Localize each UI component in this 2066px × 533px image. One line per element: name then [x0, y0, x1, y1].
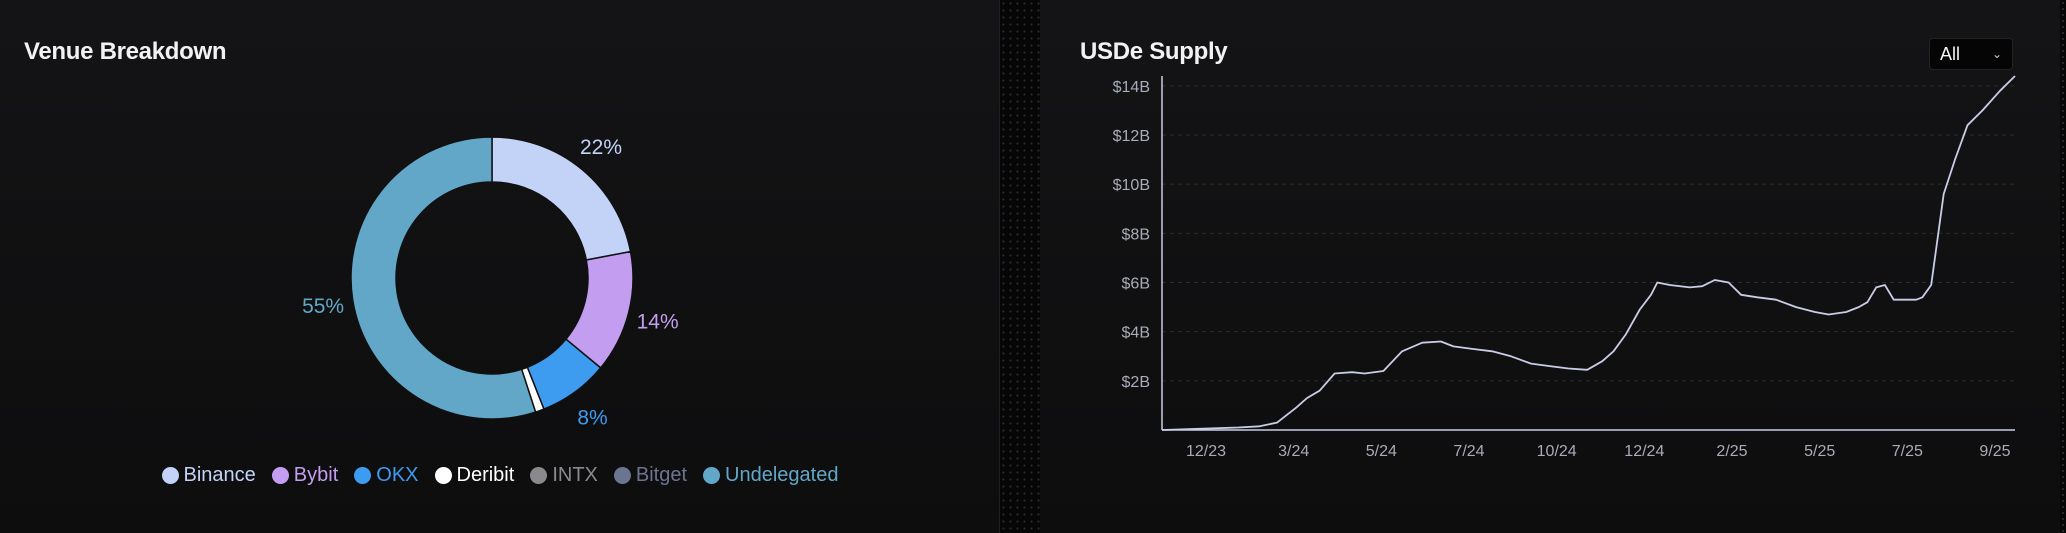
x-tick-label: 5/25 — [1804, 443, 1835, 460]
divider-edge-left — [999, 0, 1000, 533]
donut-slice-undelegated — [350, 136, 537, 420]
legend-item-undelegated[interactable]: Undelegated — [703, 464, 838, 487]
range-select[interactable]: All ⌄ — [1929, 38, 2013, 70]
y-tick-label: $8B — [1122, 226, 1150, 243]
y-tick-label: $6B — [1122, 276, 1150, 293]
x-tick-label: 5/24 — [1366, 443, 1397, 460]
y-tick-label: $10B — [1113, 177, 1150, 194]
legend-item-intx[interactable]: INTX — [530, 464, 598, 487]
legend-label: Deribit — [456, 464, 515, 486]
legend-label: Undelegated — [725, 464, 839, 486]
legend-label: INTX — [552, 464, 598, 486]
donut-label-undelegated: 55% — [302, 295, 344, 318]
legend-dot-icon — [613, 467, 631, 484]
legend-label: Binance — [183, 464, 256, 486]
chevron-down-icon: ⌄ — [1991, 47, 2002, 61]
legend-item-bybit[interactable]: Bybit — [271, 464, 339, 487]
x-tick-label: 10/24 — [1537, 443, 1577, 460]
y-tick-label: $2B — [1122, 374, 1150, 391]
donut-label-bybit: 14% — [637, 311, 679, 334]
right-edge-strip — [2060, 0, 2066, 533]
legend-item-bitget[interactable]: Bitget — [613, 464, 688, 487]
legend-item-okx[interactable]: OKX — [354, 464, 419, 487]
y-tick-label: $14B — [1113, 79, 1150, 96]
venue-legend: Binance Bybit OKX Deribit INTX Bitget Undelega… — [0, 464, 1000, 487]
usde-supply-chart: $2B $4B $6B $8B $10B $12B $14B 12/23 3/24 5/24 7/2… — [1113, 75, 2016, 460]
x-tick-label: 7/24 — [1453, 443, 1484, 460]
legend-label: OKX — [376, 464, 419, 486]
legend-dot-icon — [161, 467, 179, 484]
usde-supply-line — [1161, 75, 2016, 431]
legend-item-binance[interactable]: Binance — [161, 464, 256, 487]
legend-label: Bitget — [635, 464, 688, 486]
venue-breakdown-title: Venue Breakdown — [24, 38, 227, 65]
y-tick-label: $4B — [1122, 325, 1150, 342]
usde-supply-title: USDe Supply — [1080, 38, 1228, 65]
x-tick-label: 2/25 — [1716, 443, 1747, 460]
panel-divider — [1000, 0, 1040, 533]
venue-donut-chart: 22% 14% 8% 55% — [302, 136, 679, 429]
legend-dot-icon — [354, 467, 372, 484]
x-tick-label: 12/23 — [1186, 443, 1226, 460]
legend-item-deribit[interactable]: Deribit — [434, 464, 515, 487]
venue-breakdown-panel: Venue Breakdown 22% 14% 8% 55% Binance Bybit… — [0, 0, 1000, 533]
x-tick-label: 12/24 — [1624, 443, 1664, 460]
y-tick-label: $12B — [1113, 128, 1150, 145]
donut-label-binance: 22% — [580, 136, 622, 159]
legend-label: Bybit — [293, 464, 339, 486]
donut-label-okx: 8% — [577, 406, 607, 429]
x-tick-label: 7/25 — [1892, 443, 1923, 460]
legend-dot-icon — [434, 467, 452, 484]
legend-dot-icon — [703, 467, 721, 484]
usde-supply-panel: USDe Supply All ⌄ $2B $4B $6B $8B $10B $12B $1… — [1040, 0, 2066, 533]
range-select-value: All — [1940, 43, 1961, 64]
legend-dot-icon — [271, 467, 289, 484]
legend-dot-icon — [530, 467, 548, 484]
x-tick-label: 9/25 — [1979, 443, 2010, 460]
x-tick-label: 3/24 — [1278, 443, 1309, 460]
